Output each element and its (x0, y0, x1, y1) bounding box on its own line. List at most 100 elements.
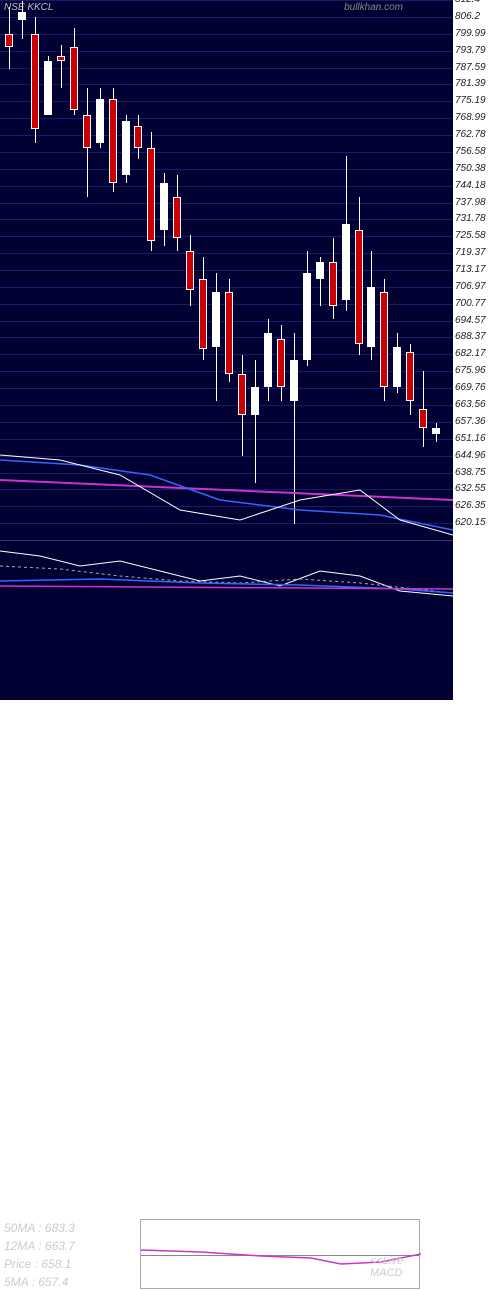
price-tick-label: 644.96 (455, 450, 486, 461)
grid-line (0, 68, 453, 69)
price-tick-label: 768.99 (455, 112, 486, 123)
grid-line (0, 473, 453, 474)
price-tick-label: 793.79 (455, 45, 486, 56)
price-axis: 812.4 806.2 799.99 793.79 787.59 781.39 775.19… (453, 0, 500, 540)
grid-line (0, 152, 453, 153)
grid-line (0, 456, 453, 457)
stats-box: 50MA : 683.3 12MA : 663.7 Price : 658.1 … (4, 1219, 75, 1291)
candle-body[interactable] (419, 409, 427, 428)
price-tick-label: 700.77 (455, 298, 486, 309)
price-tick-label: 775.19 (455, 95, 486, 106)
chart-container: NSE KKCL bullkhan.com 812.4 806.2 799.99 79… (0, 0, 500, 700)
price-tick-label: 719.37 (455, 247, 486, 258)
candle-body[interactable] (199, 279, 207, 350)
candle-body[interactable] (225, 292, 233, 374)
price-tick-label: 750.38 (455, 163, 486, 174)
grid-line (0, 118, 453, 119)
candle-body[interactable] (380, 292, 388, 387)
grid-line (0, 135, 453, 136)
grid-line (0, 236, 453, 237)
grid-line (0, 186, 453, 187)
price-tick-label: 806.2 (455, 11, 480, 22)
price-tick-label: 737.98 (455, 197, 486, 208)
grid-line (0, 253, 453, 254)
grid-line (0, 169, 453, 170)
price-tick-label: 713.17 (455, 264, 486, 275)
candle-body[interactable] (290, 360, 298, 401)
price-tick-label: 694.57 (455, 315, 486, 326)
candle-body[interactable] (31, 34, 39, 129)
indicator-panel (0, 540, 453, 605)
grid-line (0, 0, 453, 1)
grid-line (0, 101, 453, 102)
price-tick-label: 781.39 (455, 78, 486, 89)
candle-body[interactable] (70, 47, 78, 110)
candle-body[interactable] (329, 262, 337, 306)
candle-body[interactable] (134, 126, 142, 148)
indicator-lines (0, 541, 453, 606)
macd-panel: 50MA : 683.3 12MA : 663.7 Price : 658.1 … (0, 605, 453, 700)
price-tick-label: 787.59 (455, 62, 486, 73)
grid-line (0, 219, 453, 220)
candle-body[interactable] (251, 387, 259, 414)
ma50-stat: 50MA : 683.3 (4, 1219, 75, 1237)
candle-body[interactable] (367, 287, 375, 347)
candle-body[interactable] (109, 99, 117, 183)
grid-line (0, 203, 453, 204)
grid-line (0, 51, 453, 52)
price-tick-label: 725.58 (455, 230, 486, 241)
price-stat: Price : 658.1 (4, 1255, 75, 1273)
candle-body[interactable] (44, 61, 52, 115)
candlestick-chart[interactable]: NSE KKCL bullkhan.com (0, 0, 453, 540)
candle-body[interactable] (342, 224, 350, 300)
candle-body[interactable] (277, 339, 285, 388)
grid-line (0, 270, 453, 271)
grid-line (0, 523, 453, 524)
candle-body[interactable] (160, 183, 168, 229)
candle-body[interactable] (5, 34, 13, 48)
candle-body[interactable] (355, 230, 363, 344)
watermark-label: bullkhan.com (344, 2, 403, 13)
price-tick-label: 638.75 (455, 467, 486, 478)
candle-body[interactable] (173, 197, 181, 238)
candle-body[interactable] (96, 99, 104, 143)
price-tick-label: 756.58 (455, 146, 486, 157)
candle-body[interactable] (83, 115, 91, 148)
candle-body[interactable] (393, 347, 401, 388)
price-tick-label: 620.15 (455, 517, 486, 528)
candle-body[interactable] (406, 352, 414, 401)
candle-body[interactable] (57, 56, 65, 61)
price-tick-label: 744.18 (455, 180, 486, 191)
candle-body[interactable] (303, 273, 311, 360)
grid-line (0, 17, 453, 18)
price-tick-label: 675.96 (455, 365, 486, 376)
price-tick-label: 682.17 (455, 348, 486, 359)
candle-body[interactable] (316, 262, 324, 278)
price-tick-label: 799.99 (455, 28, 486, 39)
price-tick-label: 762.78 (455, 129, 486, 140)
candle-body[interactable] (264, 333, 272, 387)
price-tick-label: 626.35 (455, 500, 486, 511)
grid-line (0, 405, 453, 406)
price-tick-label: 651.16 (455, 433, 486, 444)
price-tick-label: 812.4 (455, 0, 480, 5)
grid-line (0, 489, 453, 490)
price-tick-label: 632.55 (455, 483, 486, 494)
symbol-label: NSE KKCL (4, 2, 53, 13)
candle-body[interactable] (18, 12, 26, 20)
grid-line (0, 506, 453, 507)
grid-line (0, 422, 453, 423)
candle-body[interactable] (238, 374, 246, 415)
candle-body[interactable] (212, 292, 220, 346)
price-tick-label: 731.78 (455, 213, 486, 224)
grid-line (0, 439, 453, 440)
price-tick-label: 669.76 (455, 382, 486, 393)
candle-body[interactable] (186, 251, 194, 289)
candle-wick (255, 360, 256, 482)
grid-line (0, 84, 453, 85)
candle-body[interactable] (122, 121, 130, 175)
candle-body[interactable] (147, 148, 155, 241)
macd-label: <<Live MACD (370, 1255, 403, 1279)
price-tick-label: 688.37 (455, 331, 486, 342)
candle-body[interactable] (432, 428, 440, 433)
